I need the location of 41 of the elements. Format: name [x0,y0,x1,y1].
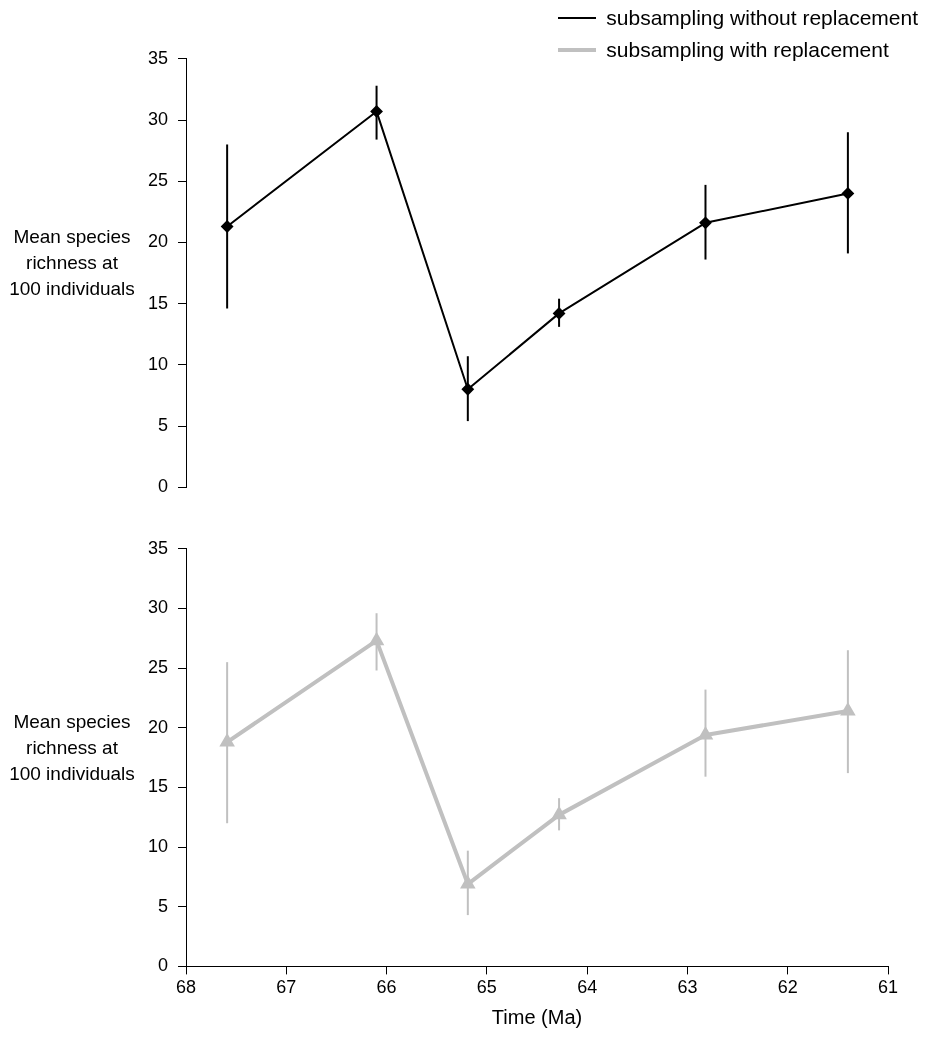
y-tick-label: 15 [147,776,169,797]
y-tick-label: 25 [147,170,169,191]
point [841,187,854,200]
y-tick-label: 10 [147,353,169,374]
legend-label: subsampling with replacement [606,38,889,62]
point [370,105,383,118]
y-tick-label: 5 [158,414,169,435]
y-axis-title: Mean species richness at 100 individuals [8,225,136,301]
y-tick-label: 15 [147,292,169,313]
y-tick-label: 5 [158,895,169,916]
y-tick-label: 30 [147,108,169,129]
x-tick-label: 63 [677,977,698,998]
x-axis-title: Time (Ma) [491,1005,583,1028]
y-tick-label: 10 [147,836,169,857]
y-tick-label: 0 [158,955,169,976]
y-tick-label: 35 [147,47,169,68]
point [370,633,383,646]
y-tick-label: 35 [147,537,169,558]
y-tick-label: 30 [147,597,169,618]
y-tick-label: 25 [147,657,169,678]
y-tick-label: 20 [147,716,169,737]
point [221,220,234,233]
point [552,807,566,820]
point [699,216,712,229]
x-tick-label: 65 [476,977,497,998]
point [553,307,566,320]
x-tick-label: 64 [577,977,598,998]
y-tick-label: 0 [158,476,169,497]
y-tick-label: 20 [147,231,169,252]
point [699,727,712,740]
x-tick-label: 66 [376,977,397,998]
x-tick-label: 68 [176,977,197,998]
point [220,735,234,747]
x-tick-label: 62 [777,977,798,998]
y-axis-title: Mean species richness at 100 individuals [8,710,136,786]
point [461,383,474,396]
legend-label: subsampling without replacement [606,6,918,30]
point [841,704,855,716]
x-tick-label: 67 [276,977,297,998]
point [461,877,475,889]
x-tick-label: 61 [877,977,899,998]
